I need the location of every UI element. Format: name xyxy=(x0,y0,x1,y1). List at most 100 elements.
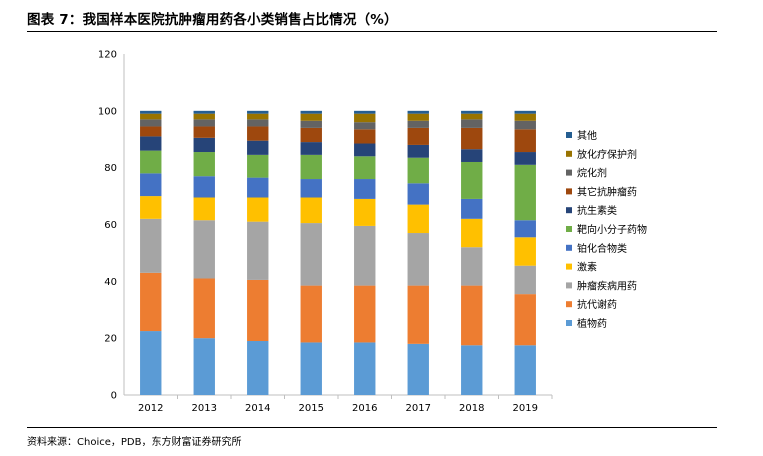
bar-segment xyxy=(247,110,269,114)
bar-segment xyxy=(514,152,536,165)
y-tick-label: 0 xyxy=(111,391,117,402)
legend-swatch xyxy=(566,282,572,289)
bar-segment xyxy=(354,342,376,395)
bar-segment xyxy=(461,198,483,219)
bar-segment xyxy=(461,218,483,248)
legend-swatch xyxy=(566,169,572,176)
bar-segment xyxy=(461,110,483,114)
bar-segment xyxy=(354,198,376,226)
bar-segment xyxy=(140,110,162,114)
bar-segment xyxy=(407,343,429,395)
x-tick-label: 2016 xyxy=(352,403,377,414)
bar-segment xyxy=(407,127,429,145)
legend-label: 植物药 xyxy=(577,317,607,330)
bar-segment xyxy=(461,119,483,128)
bar-segment xyxy=(300,179,322,198)
bar-segment xyxy=(300,142,322,155)
bar-segment xyxy=(193,338,215,395)
bar-segment xyxy=(140,218,162,273)
bar-segment xyxy=(193,220,215,279)
bar-segment xyxy=(514,129,536,153)
y-tick-label: 40 xyxy=(104,277,117,288)
bar-segment xyxy=(193,113,215,120)
bar-segment xyxy=(140,126,162,137)
bar-segment xyxy=(407,113,429,121)
bar-segment xyxy=(140,272,162,332)
legend-label: 肿瘤疾病用药 xyxy=(577,279,637,292)
bar-segment xyxy=(140,136,162,151)
y-tick-label: 60 xyxy=(104,220,117,231)
bar-segment xyxy=(247,341,269,395)
bar-segment xyxy=(514,237,536,266)
legend-swatch xyxy=(566,320,572,326)
chart-title: 图表 7：我国样本医院抗肿瘤用药各小类销售占比情况（%） xyxy=(27,12,398,28)
bar-segment xyxy=(354,285,376,343)
x-tick-label: 2014 xyxy=(245,403,270,414)
bar-segment xyxy=(461,127,483,150)
bar-segment xyxy=(354,110,376,114)
x-tick-label: 2013 xyxy=(192,403,217,414)
bar-segment xyxy=(514,265,536,295)
bar-segment xyxy=(461,149,483,162)
bar-segment xyxy=(247,279,269,342)
bar-segment xyxy=(354,225,376,286)
bar-segment xyxy=(140,331,162,395)
source-note: 资料来源：Choice，PDB，东方财富证券研究所 xyxy=(27,437,242,448)
legend-label: 抗生素类 xyxy=(577,204,617,217)
bar-segment xyxy=(407,204,429,234)
bar-segment xyxy=(354,122,376,130)
bar-segment xyxy=(514,113,536,121)
bar-segment xyxy=(247,197,269,222)
legend-label: 放化疗保护剂 xyxy=(577,148,637,161)
bar-segment xyxy=(407,110,429,114)
legend-swatch xyxy=(566,150,572,157)
bar-segment xyxy=(140,196,162,219)
bar-segment xyxy=(247,113,269,120)
bar-segment xyxy=(461,113,483,120)
y-tick-label: 80 xyxy=(104,163,117,174)
bar-segment xyxy=(407,157,429,184)
bar-segment xyxy=(193,110,215,114)
bar-segment xyxy=(514,294,536,346)
bar-segment xyxy=(461,247,483,286)
bar-segment xyxy=(514,164,536,221)
bar-segment xyxy=(300,223,322,286)
x-tick-label: 2018 xyxy=(459,403,484,414)
bar-segment xyxy=(407,233,429,286)
bar-segment xyxy=(193,278,215,339)
x-tick-label: 2017 xyxy=(406,403,431,414)
bar-segment xyxy=(514,345,536,395)
x-tick-label: 2019 xyxy=(513,403,538,414)
bar-segment xyxy=(354,113,376,123)
bar-segment xyxy=(247,119,269,127)
bar-segment xyxy=(300,113,322,121)
chart-axes: 0 20 40 60 80 100 120 2012 2013 2014 2015 2016 2017 2… xyxy=(98,50,553,414)
bar-segment xyxy=(514,110,536,114)
x-tick-label: 2015 xyxy=(299,403,324,414)
bar-segment xyxy=(193,119,215,127)
bar-segment xyxy=(247,126,269,141)
bar-segment xyxy=(514,120,536,130)
legend-swatch xyxy=(566,226,572,232)
legend-swatch xyxy=(566,263,572,270)
legend-label: 靶向小分子药物 xyxy=(577,223,647,236)
bar-segment xyxy=(354,129,376,144)
legend-label: 铂化合物类 xyxy=(577,242,627,255)
bar-segment xyxy=(461,345,483,395)
bar-segment xyxy=(247,154,269,178)
bar-segment xyxy=(193,176,215,198)
bar-segment xyxy=(354,179,376,199)
bar-segment xyxy=(354,143,376,157)
source-rule xyxy=(27,427,717,428)
legend-swatch xyxy=(566,301,572,308)
legend-label: 激素 xyxy=(577,261,597,274)
x-tick-label: 2012 xyxy=(138,403,163,414)
chart-legend: 其他放化疗保护剂烷化剂其它抗肿瘤药抗生素类靶向小分子药物铂化合物类激素肿瘤疾病用… xyxy=(566,129,647,330)
legend-label: 烷化剂 xyxy=(577,167,607,180)
legend-swatch xyxy=(566,188,572,195)
bar-segment xyxy=(300,154,322,180)
legend-label: 其他 xyxy=(577,129,597,142)
bar-segment xyxy=(300,120,322,128)
bar-segment xyxy=(354,156,376,180)
